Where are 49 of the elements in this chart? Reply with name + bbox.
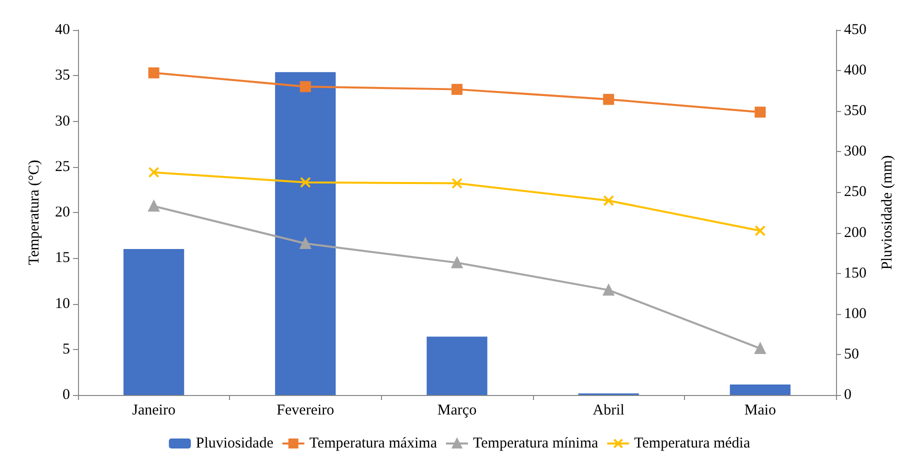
y2-axis-title: Pluviosidade (mm): [880, 155, 896, 270]
x-tick-label: Maio: [744, 402, 776, 418]
y-tick-label: 20: [55, 204, 70, 220]
y2-tick-label: 250: [844, 184, 866, 200]
y-tick-label: 15: [55, 250, 70, 266]
point: [603, 195, 614, 206]
x-tick-label: Janeiro: [132, 402, 176, 418]
y2-tick-label: 150: [844, 265, 866, 282]
point: [603, 284, 614, 296]
y2-tick-label: 50: [844, 346, 859, 362]
y-tick-label: 10: [55, 296, 70, 312]
point: [300, 238, 311, 250]
point: [754, 106, 766, 118]
y-tick-label: 25: [55, 158, 70, 175]
bar: [123, 249, 184, 395]
x-tick-label: Março: [437, 402, 477, 418]
x-tick-label: Fevereiro: [276, 402, 334, 418]
bar: [275, 72, 336, 395]
y-tick-label: 0: [62, 387, 70, 403]
point: [603, 94, 614, 105]
point: [148, 67, 160, 78]
point: [452, 257, 462, 268]
y2-tick-label: 350: [844, 103, 866, 120]
y-tick-label: 5: [62, 341, 70, 358]
y-axis-title: Temperatura (°C): [26, 160, 42, 266]
y-tick-label: 40: [55, 22, 70, 38]
point: [148, 200, 160, 212]
bar: [426, 336, 488, 395]
bar: [730, 384, 791, 395]
y2-tick-label: 0: [844, 387, 852, 403]
legend-label: Temperatura média: [634, 436, 750, 452]
y2-tick-label: 450: [844, 22, 866, 38]
point: [754, 342, 766, 354]
point: [300, 81, 311, 92]
point: [452, 178, 462, 189]
y2-tick-label: 200: [844, 224, 866, 241]
legend-label: Temperatura máxima: [309, 436, 438, 452]
legend-label: Pluviosidade: [196, 436, 274, 452]
point: [148, 166, 160, 178]
point: [754, 225, 766, 236]
y2-tick-label: 400: [844, 62, 866, 79]
x-tick-label: Abril: [592, 402, 624, 418]
legend-label: Temperatura mínima: [473, 436, 598, 452]
point: [452, 84, 462, 95]
point: [300, 176, 311, 188]
y2-tick-label: 300: [844, 144, 866, 160]
y-tick-label: 30: [55, 113, 70, 130]
y-tick-label: 35: [55, 68, 70, 84]
y2-tick-label: 100: [844, 306, 866, 322]
